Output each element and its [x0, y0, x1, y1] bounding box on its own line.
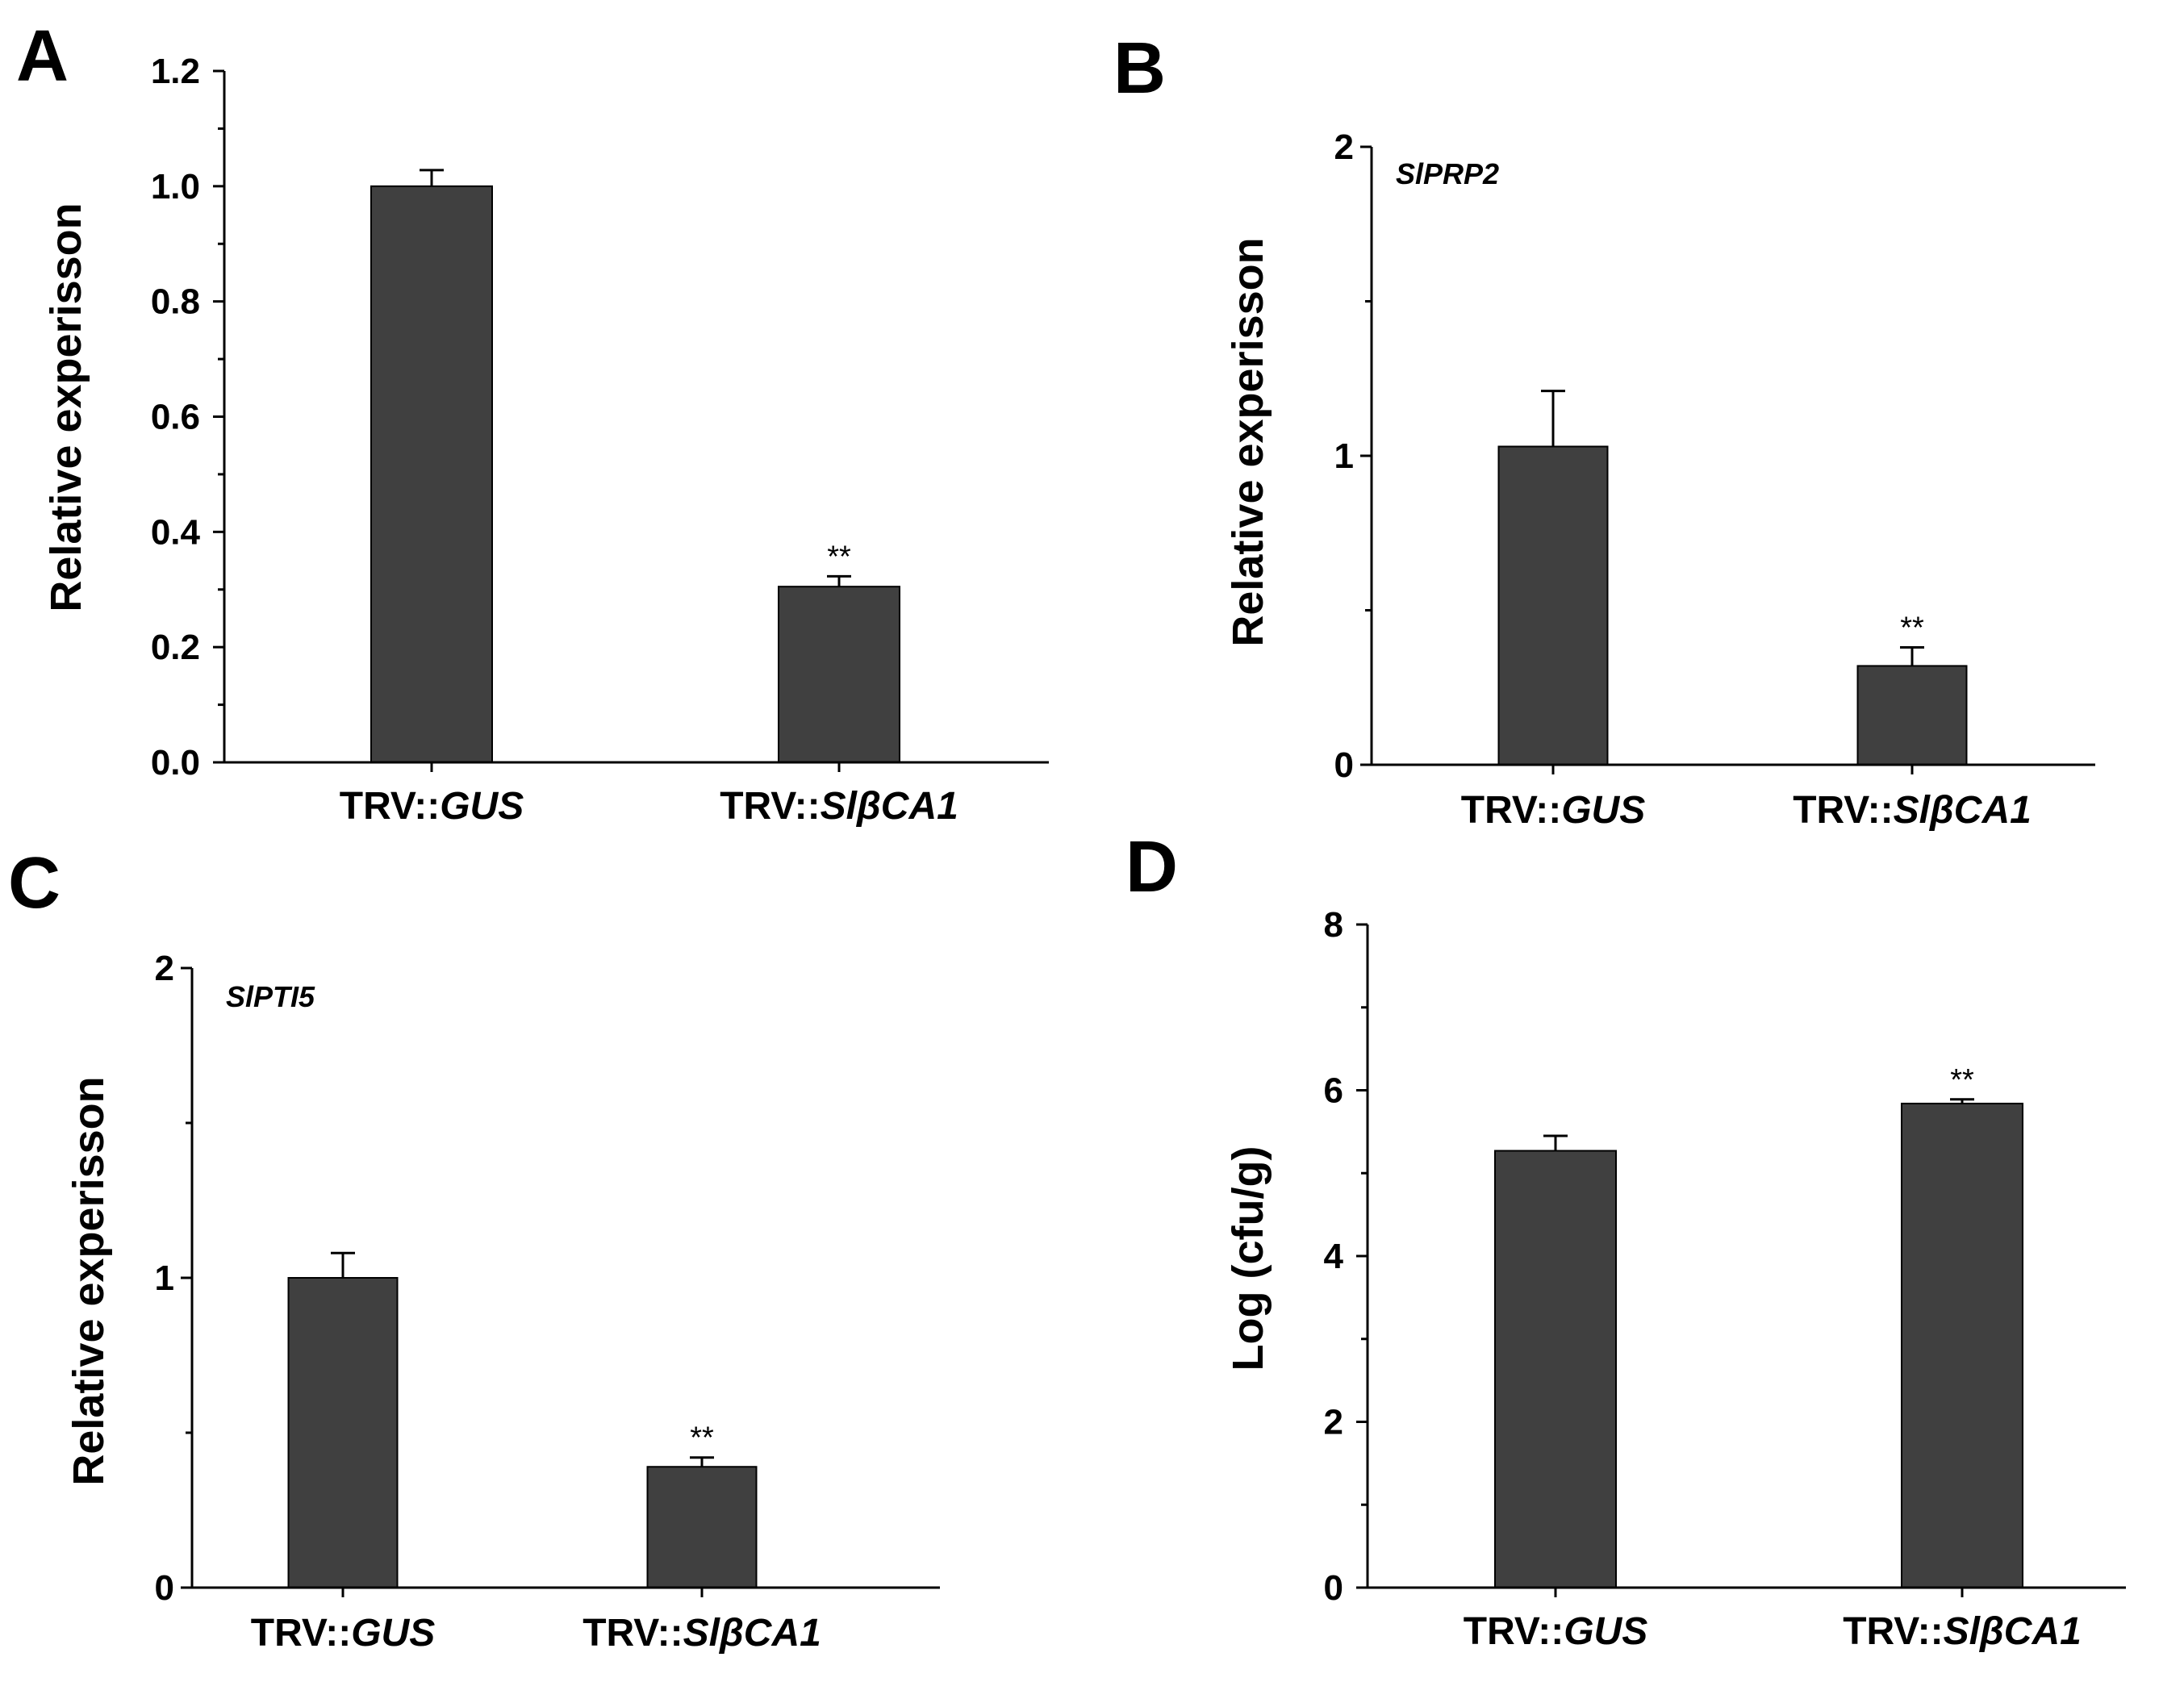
y-tick-label: 0	[155, 1568, 174, 1608]
x-tick-label: TRV::SlβCA1	[583, 1612, 821, 1655]
y-tick-label: 0.6	[151, 398, 200, 437]
gene-annotation: SlPTI5	[226, 980, 315, 1013]
y-tick-label: 1	[155, 1258, 174, 1298]
y-tick-label: 8	[1324, 905, 1343, 945]
y-axis-title: Log (cfu/g)	[1224, 1146, 1272, 1371]
y-tick-label: 4	[1324, 1237, 1344, 1276]
y-tick-label: 0.0	[151, 743, 200, 783]
panel-letter: C	[8, 843, 61, 924]
significance-marker: **	[1950, 1063, 1974, 1097]
y-axis-title: Relative experisson	[42, 202, 90, 611]
significance-marker: **	[1900, 611, 1924, 645]
y-tick-label: 0	[1334, 745, 1354, 785]
x-tick-label: TRV::GUS	[340, 785, 524, 828]
x-tick-label: TRV::GUS	[251, 1612, 435, 1655]
y-axis-title: Relative experisson	[1224, 237, 1272, 646]
bar-slbca1	[1856, 665, 1968, 766]
significance-marker: **	[690, 1421, 714, 1455]
bar-slbca1	[1901, 1102, 2023, 1588]
x-tick-label: TRV::SlβCA1	[720, 785, 958, 828]
y-tick-label: 1.2	[151, 52, 200, 91]
y-tick-label: 0	[1324, 1568, 1343, 1608]
y-tick-label: 2	[1334, 127, 1354, 167]
bar-gus	[1494, 1150, 1617, 1588]
y-tick-label: 1.0	[151, 167, 200, 207]
y-tick-label: 0.2	[151, 628, 200, 667]
bar-gus	[370, 185, 493, 764]
bar-slbca1	[646, 1466, 758, 1588]
x-tick-label: TRV::SlβCA1	[1793, 789, 2032, 832]
bar-gus	[287, 1277, 399, 1588]
y-tick-label: 6	[1324, 1071, 1343, 1111]
x-tick-label: TRV::GUS	[1464, 1610, 1647, 1653]
significance-marker: **	[827, 540, 851, 574]
y-tick-label: 0.8	[151, 282, 200, 322]
panel-letter: B	[1113, 28, 1166, 109]
y-tick-label: 2	[155, 949, 174, 988]
y-axis-title: Relative experisson	[65, 1076, 113, 1485]
bar-slbca1	[778, 586, 900, 763]
bar-gus	[1497, 445, 1609, 766]
y-tick-label: 0.4	[151, 512, 201, 552]
x-tick-label: TRV::GUS	[1461, 789, 1645, 832]
y-tick-label: 2	[1324, 1403, 1343, 1442]
y-tick-label: 1	[1334, 436, 1354, 476]
panel-letter: D	[1125, 827, 1178, 908]
x-tick-label: TRV::SlβCA1	[1843, 1610, 2082, 1653]
panel-letter: A	[16, 16, 69, 97]
gene-annotation: SlPRP2	[1396, 157, 1499, 190]
